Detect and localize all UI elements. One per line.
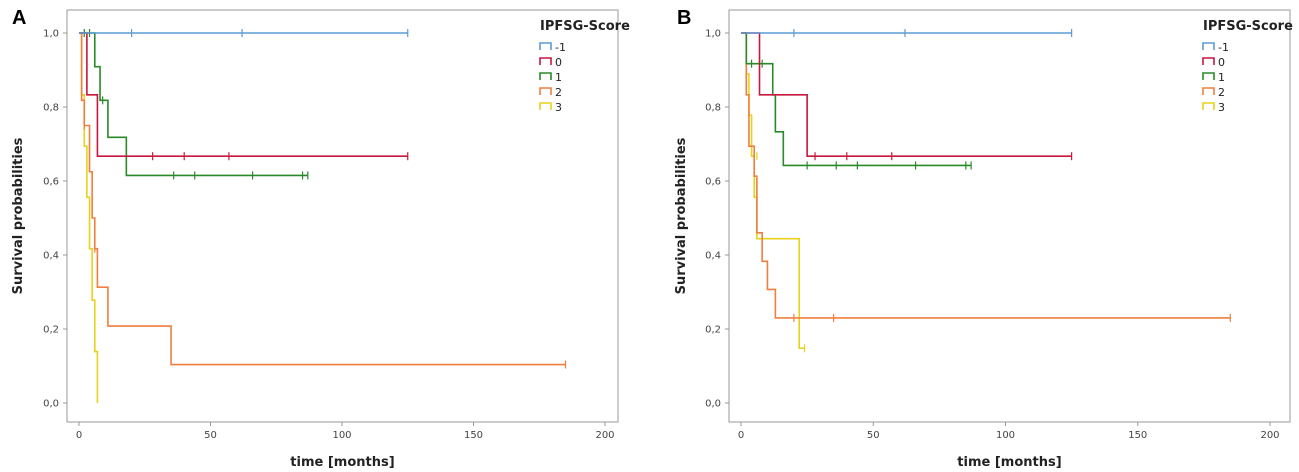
- x-tick-label: 100: [996, 430, 1015, 441]
- legend-swatch-1: [1202, 72, 1215, 80]
- x-tick-label: 200: [595, 430, 614, 441]
- legend-entry: 0: [555, 56, 562, 69]
- panel-letter: A: [12, 7, 26, 29]
- legend-entry: 0: [1218, 56, 1225, 69]
- survival-curve-2: [741, 32, 1231, 319]
- y-tick-label: 0,4: [43, 251, 59, 262]
- x-tick-label: 100: [332, 430, 351, 441]
- legend-entry: 3: [555, 101, 562, 114]
- y-tick-label: 0,0: [43, 399, 59, 410]
- x-tick-label: 50: [204, 430, 217, 441]
- legend-swatch-2: [1202, 87, 1215, 95]
- legend-swatch-3: [1202, 102, 1215, 110]
- plot-frame: [66, 9, 619, 423]
- legend-entry: -1: [555, 41, 566, 54]
- y-tick-label: 0,8: [43, 103, 59, 114]
- y-tick-label: 0,6: [705, 177, 721, 188]
- legend-entry: 3: [1218, 101, 1225, 114]
- legend-entry: 1: [1218, 71, 1225, 84]
- legend-entry: -1: [1218, 41, 1229, 54]
- y-tick-label: 0,2: [705, 325, 721, 336]
- legend-entry: 1: [555, 71, 562, 84]
- survival-curve-1: [741, 32, 972, 167]
- legend-title: IPFSG-Score: [540, 19, 630, 34]
- x-tick-label: 0: [76, 430, 82, 441]
- y-tick-label: 1,0: [43, 29, 59, 40]
- legend-entry: 2: [555, 86, 562, 99]
- survival-curve-1: [79, 32, 308, 177]
- y-tick-label: 0,0: [705, 399, 721, 410]
- y-axis-label: Survival probabilities: [11, 137, 26, 294]
- panel-a: A 0,0 0,2 0,4 0,6 0,8 1,0 0 50 100 150 200 time [mon…: [11, 7, 630, 470]
- x-tick-label: 150: [1128, 430, 1147, 441]
- y-tick-label: 0,4: [705, 251, 721, 262]
- y-tick-label: 0,2: [43, 325, 59, 336]
- y-tick-label: 1,0: [705, 29, 721, 40]
- legend-swatch--1: [539, 42, 552, 50]
- panel-b: B 0,0 0,2 0,4 0,6 0,8 1,0 0 50 100 150 200 time [mon…: [674, 7, 1293, 470]
- x-tick-label: 0: [738, 430, 744, 441]
- plot-frame: [728, 9, 1291, 423]
- legend-swatch-2: [539, 87, 552, 95]
- x-tick-label: 200: [1260, 430, 1279, 441]
- legend-entry: 2: [1218, 86, 1225, 99]
- legend-swatch-0: [539, 57, 552, 65]
- y-tick-label: 0,6: [43, 177, 59, 188]
- x-tick-label: 150: [464, 430, 483, 441]
- survival-curve-2: [79, 32, 566, 366]
- legend-swatch-3: [539, 102, 552, 110]
- survival-curve-3: [79, 32, 99, 403]
- x-axis-label: time [months]: [290, 455, 394, 470]
- survival-curve-0: [79, 32, 408, 158]
- y-tick-label: 0,8: [705, 103, 721, 114]
- survival-curve-0: [741, 32, 1072, 158]
- x-axis-label: time [months]: [957, 455, 1061, 470]
- legend-swatch-1: [539, 72, 552, 80]
- legend-swatch-0: [1202, 57, 1215, 65]
- legend-title: IPFSG-Score: [1203, 19, 1293, 34]
- x-tick-label: 50: [867, 430, 880, 441]
- panel-letter: B: [677, 7, 691, 29]
- legend-swatch--1: [1202, 42, 1215, 50]
- y-axis-label: Survival probabilities: [674, 137, 689, 294]
